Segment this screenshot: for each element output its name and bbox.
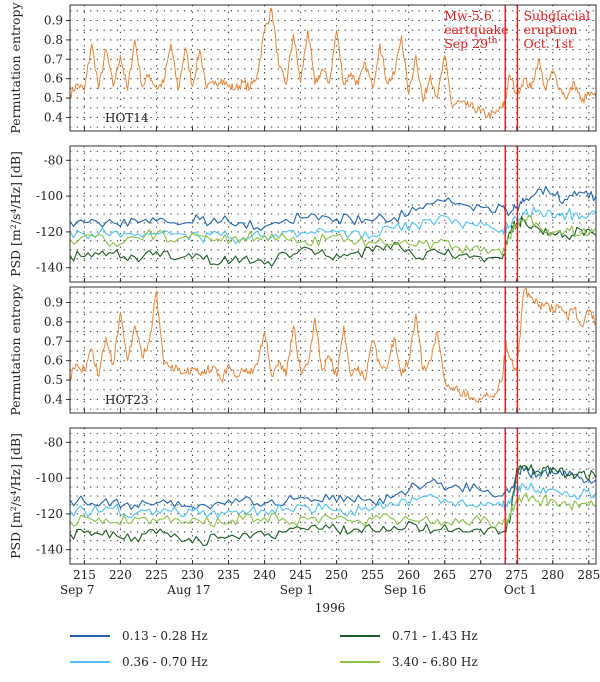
x-tick-label: 255 (361, 568, 384, 582)
y-tick-label: -120 (36, 507, 63, 521)
series-line (69, 7, 597, 120)
series-line (69, 492, 597, 529)
legend-label: 0.36 - 0.70 Hz (122, 655, 208, 669)
x-tick-label: 220 (109, 568, 132, 582)
y-axis-label: PSD [m²/s⁴/Hz] [dB] (8, 433, 23, 559)
x-tick-label: 240 (253, 568, 276, 582)
series-line (69, 466, 597, 510)
station-label: HOT14 (105, 111, 149, 125)
y-tick-label: 0.9 (44, 14, 63, 28)
y-tick-label: 0.9 (44, 296, 63, 310)
y-tick-label: 0.6 (44, 72, 63, 86)
y-axis-label: PSD [m²/s⁴/Hz] [dB] (8, 151, 23, 277)
y-tick-label: 0.7 (44, 334, 63, 348)
y-tick-label: -80 (44, 153, 63, 167)
x-tick-label: 230 (181, 568, 204, 582)
y-tick-label: -120 (36, 225, 63, 239)
x-tick-label: 265 (433, 568, 456, 582)
series-line (69, 482, 597, 519)
legend-label: 0.71 - 1.43 Hz (392, 629, 478, 643)
series-line (69, 185, 597, 232)
x-date-label: Sep 7 (60, 583, 94, 597)
panel-frame (69, 286, 597, 414)
year-label: 1996 (315, 601, 346, 615)
series-line (69, 464, 597, 547)
y-tick-label: 0.5 (44, 373, 63, 387)
series-line (69, 287, 597, 403)
legend-label: 0.13 - 0.28 Hz (122, 629, 208, 643)
event-label: Subglacial eruption Oct. 1st (523, 8, 590, 51)
x-tick-label: 215 (73, 568, 96, 582)
y-tick-label: -100 (36, 189, 63, 203)
x-tick-label: 250 (325, 568, 348, 582)
y-tick-label: 0.4 (44, 110, 63, 124)
x-tick-label: 235 (217, 568, 240, 582)
x-tick-label: 260 (397, 568, 420, 582)
series-line (69, 215, 597, 267)
y-tick-label: 0.4 (44, 392, 63, 406)
x-date-label: Sep 1 (280, 583, 314, 597)
x-date-label: Oct 1 (504, 583, 537, 597)
x-tick-label: 275 (505, 568, 528, 582)
y-tick-label: -100 (36, 471, 63, 485)
x-tick-label: 285 (577, 568, 600, 582)
series-line (69, 206, 597, 245)
y-tick-label: 0.5 (44, 91, 63, 105)
station-label: HOT23 (105, 393, 149, 407)
x-tick-label: 225 (145, 568, 168, 582)
panel-frame (69, 427, 597, 565)
event-label: Mw-5.6 eartquake Sep 29th (444, 8, 508, 51)
y-axis-label: Permutation entropy (8, 283, 23, 415)
x-date-label: Aug 17 (166, 583, 210, 597)
y-tick-label: -140 (36, 261, 63, 275)
y-tick-label: -140 (36, 543, 63, 557)
series-line (69, 214, 597, 256)
y-tick-label: 0.8 (44, 33, 63, 47)
panel-frame (69, 4, 597, 132)
y-tick-label: 0.6 (44, 354, 63, 368)
panel-frame (69, 145, 597, 283)
y-axis-label: Permutation entropy (8, 1, 23, 133)
x-date-label: Sep 16 (384, 583, 426, 597)
y-tick-label: 0.8 (44, 315, 63, 329)
legend-label: 3.40 - 6.80 Hz (392, 655, 478, 669)
y-tick-label: -80 (44, 435, 63, 449)
y-tick-label: 0.7 (44, 52, 63, 66)
x-tick-label: 245 (289, 568, 312, 582)
x-tick-label: 280 (541, 568, 564, 582)
x-tick-label: 270 (469, 568, 492, 582)
